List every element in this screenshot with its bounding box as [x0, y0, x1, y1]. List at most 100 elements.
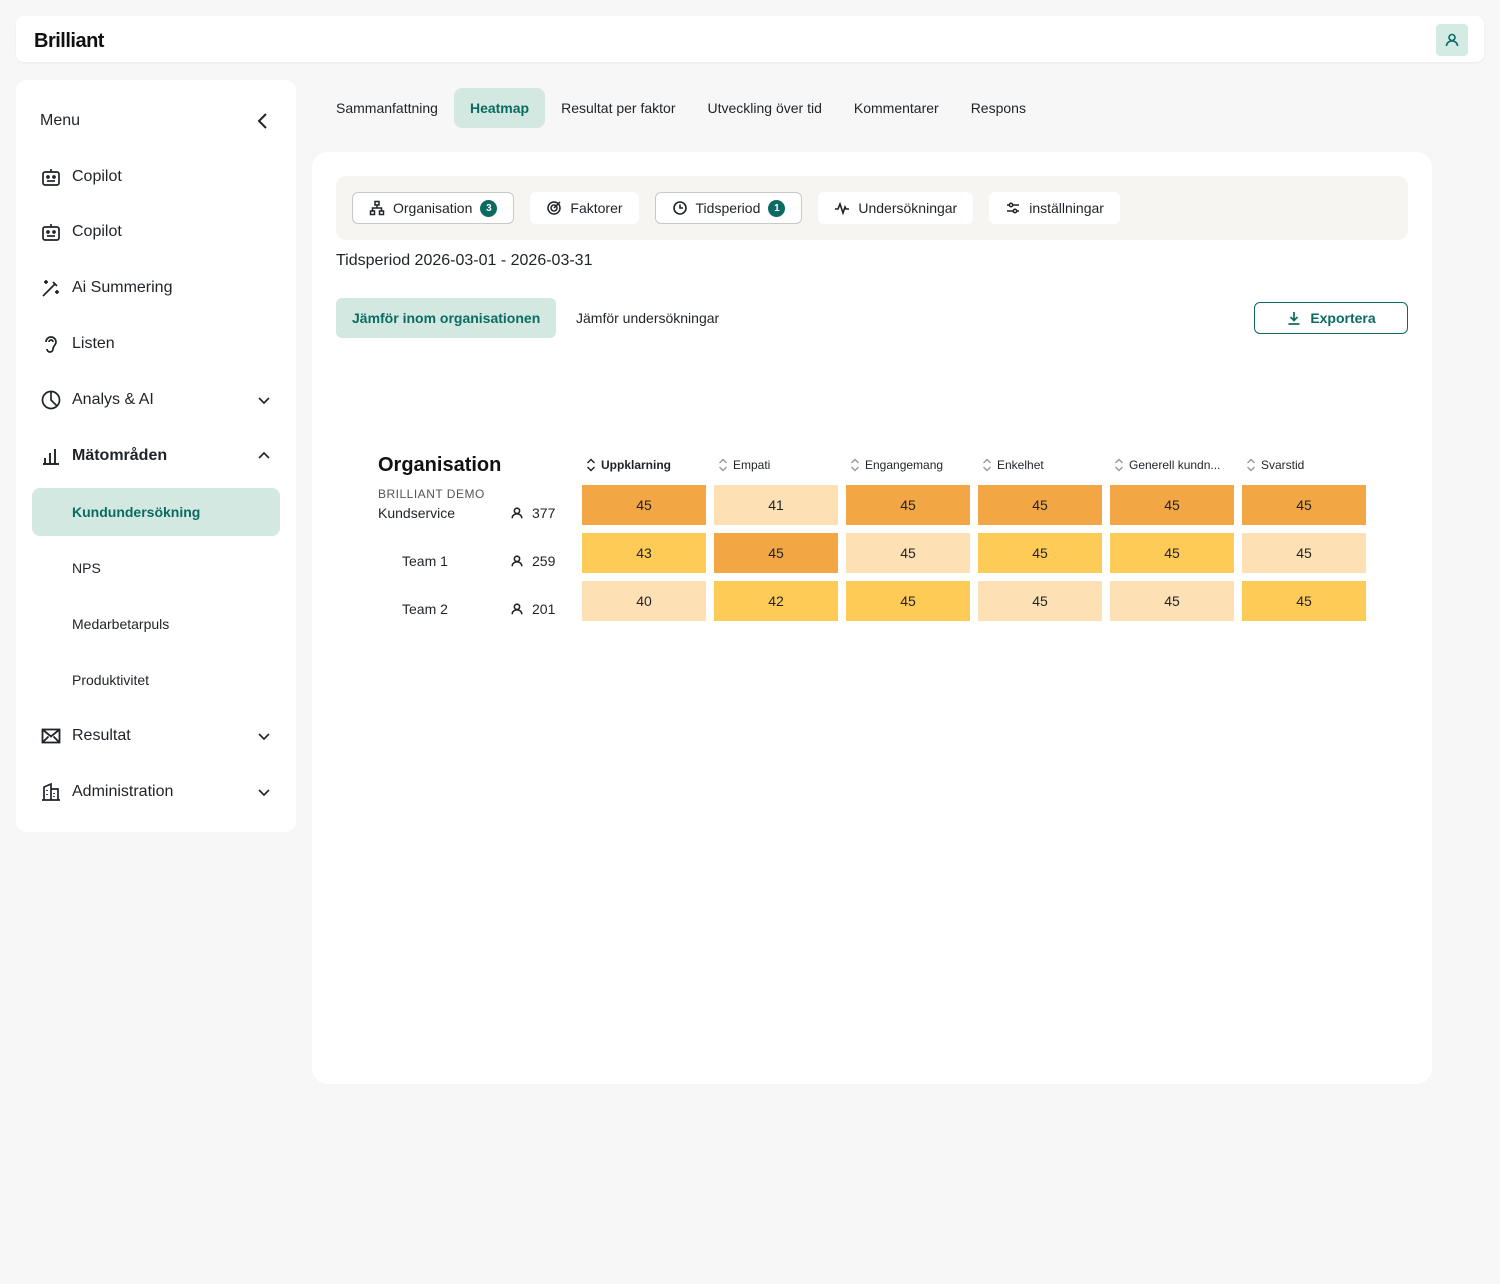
column-header-engangemang[interactable]: Engangemang — [850, 456, 974, 474]
bar-chart-icon — [40, 445, 62, 467]
heatmap-cell[interactable]: 40 — [582, 581, 706, 621]
heatmap-cell[interactable]: 45 — [1242, 533, 1366, 573]
row-label-team-2[interactable]: Team 2 — [402, 601, 448, 617]
sidebar-item-copilot[interactable]: Copilot — [40, 161, 272, 193]
filter-faktorer-button[interactable]: Faktorer — [530, 192, 639, 224]
heatmap-cell[interactable]: 45 — [1110, 533, 1234, 573]
heatmap-cell[interactable]: 45 — [1110, 485, 1234, 525]
target-icon — [547, 201, 562, 215]
heatmap-cell[interactable]: 43 — [582, 533, 706, 573]
sidebar-item-label: Administration — [72, 783, 174, 800]
user-icon — [511, 507, 523, 519]
column-header-label: Uppklarning — [601, 458, 672, 472]
brand-logo[interactable]: Brilliant — [34, 30, 104, 52]
robot-icon — [40, 221, 62, 243]
filter-label: Tidsperiod — [695, 200, 761, 216]
filter-count-badge: 1 — [768, 199, 786, 217]
collapse-menu-icon[interactable] — [254, 112, 272, 130]
filter-installningar-button[interactable]: inställningar — [989, 192, 1120, 224]
building-icon — [40, 781, 62, 803]
sidebar-item-label: Listen — [72, 335, 115, 352]
clock-icon — [672, 201, 687, 215]
column-header-enkelhet[interactable]: Enkelhet — [982, 456, 1106, 474]
sidebar-item-administration[interactable]: Administration — [40, 776, 272, 808]
sidebar-item-label: Mätområden — [72, 447, 168, 464]
sidebar-item-listen[interactable]: Listen — [40, 328, 272, 360]
heatmap-cell[interactable]: 45 — [846, 485, 970, 525]
row-count-kundservice: 377 — [510, 505, 555, 521]
heatmap-cell[interactable]: 45 — [978, 533, 1102, 573]
filter-label: Undersökningar — [858, 200, 958, 216]
column-header-empati[interactable]: Empati — [718, 456, 842, 474]
sort-icon — [983, 458, 991, 472]
respondent-count: 259 — [532, 553, 556, 569]
export-label: Exportera — [1310, 310, 1376, 326]
menu-header: Menu — [40, 110, 272, 132]
user-icon — [511, 555, 523, 567]
chevron-down-icon — [258, 789, 270, 797]
column-header-uppklarning[interactable]: Uppklarning — [586, 456, 710, 474]
sort-icon — [1247, 458, 1255, 472]
organisation-parent-label: BRILLIANT DEMO — [378, 487, 485, 501]
ear-icon — [40, 333, 62, 355]
tab-utveckling-over-tid[interactable]: Utveckling över tid — [707, 100, 822, 116]
sidebar-item-matomraden[interactable]: Mätområden — [40, 440, 272, 472]
activity-icon — [835, 201, 850, 216]
filter-label: Faktorer — [570, 200, 623, 216]
sidebar-item-label: Analys & AI — [72, 391, 154, 408]
filter-bar: Organisation 3 Faktorer Tidsperiod 1 Und… — [336, 176, 1408, 240]
filter-count-badge: 3 — [480, 199, 498, 217]
heatmap-cell[interactable]: 45 — [978, 485, 1102, 525]
compare-within-org-button[interactable]: Jämför inom organisationen — [336, 298, 557, 338]
sidebar-item-copilot-2[interactable]: Copilot — [40, 216, 272, 248]
sidebar-item-ai-summering[interactable]: Ai Summering — [40, 272, 272, 304]
heatmap-cell[interactable]: 45 — [978, 581, 1102, 621]
sidebar-subitem-kundundersokning[interactable]: Kundundersökning — [32, 488, 280, 536]
heatmap-cell[interactable]: 45 — [846, 581, 970, 621]
row-count-team-1: 259 — [510, 553, 555, 569]
tab-kommentarer[interactable]: Kommentarer — [853, 100, 939, 116]
user-avatar-button[interactable] — [1436, 24, 1468, 56]
sort-icon — [587, 458, 595, 472]
column-header-generell-kundnojdhet[interactable]: Generell kundn... — [1114, 456, 1238, 474]
heatmap-cell[interactable]: 45 — [582, 485, 706, 525]
sidebar-item-label: Ai Summering — [72, 279, 173, 296]
filter-organisation-button[interactable]: Organisation 3 — [352, 192, 515, 224]
filter-label: inställningar — [1029, 200, 1104, 216]
heatmap-cell[interactable]: 45 — [846, 533, 970, 573]
organisation-title: Organisation — [378, 454, 502, 476]
user-icon — [1445, 33, 1459, 47]
chevron-up-icon — [258, 451, 270, 459]
tab-resultat-per-faktor[interactable]: Resultat per faktor — [561, 100, 676, 116]
sidebar-item-label: Copilot — [72, 223, 122, 240]
column-header-label: Empati — [733, 458, 771, 472]
chevron-down-icon — [258, 733, 270, 741]
period-text: Tidsperiod 2026-03-01 - 2026-03-31 — [336, 252, 593, 269]
export-button[interactable]: Exportera — [1254, 302, 1408, 334]
column-header-svarstid[interactable]: Svarstid — [1246, 456, 1370, 474]
tab-sammanfattning[interactable]: Sammanfattning — [336, 100, 438, 116]
row-label-team-1[interactable]: Team 1 — [402, 553, 448, 569]
compare-surveys-button[interactable]: Jämför undersökningar — [576, 310, 720, 326]
heatmap-cell[interactable]: 42 — [714, 581, 838, 621]
heatmap-cell[interactable]: 45 — [714, 533, 838, 573]
sidebar-subitem-produktivitet[interactable]: Produktivitet — [72, 672, 150, 688]
filter-undersokningar-button[interactable]: Undersökningar — [818, 192, 974, 224]
sidebar-item-resultat[interactable]: Resultat — [40, 720, 272, 752]
sidebar-subitem-nps[interactable]: NPS — [72, 560, 101, 576]
column-header-label: Svarstid — [1261, 458, 1305, 472]
respondent-count: 201 — [532, 601, 556, 617]
row-label-kundservice[interactable]: Kundservice — [378, 505, 456, 521]
user-icon — [511, 603, 523, 615]
heatmap-cell[interactable]: 45 — [1242, 485, 1366, 525]
heatmap-cell[interactable]: 45 — [1110, 581, 1234, 621]
sidebar-subitem-medarbetarpuls[interactable]: Medarbetarpuls — [72, 616, 170, 632]
tab-respons[interactable]: Respons — [970, 100, 1026, 116]
heatmap-cell[interactable]: 41 — [714, 485, 838, 525]
filter-tidsperiod-button[interactable]: Tidsperiod 1 — [654, 192, 803, 224]
sidebar-item-label: Resultat — [72, 727, 131, 744]
sidebar-item-analys-ai[interactable]: Analys & AI — [40, 384, 272, 416]
sidebar-item-label: Copilot — [72, 168, 122, 185]
heatmap-cell[interactable]: 45 — [1242, 581, 1366, 621]
tab-heatmap[interactable]: Heatmap — [453, 88, 546, 128]
